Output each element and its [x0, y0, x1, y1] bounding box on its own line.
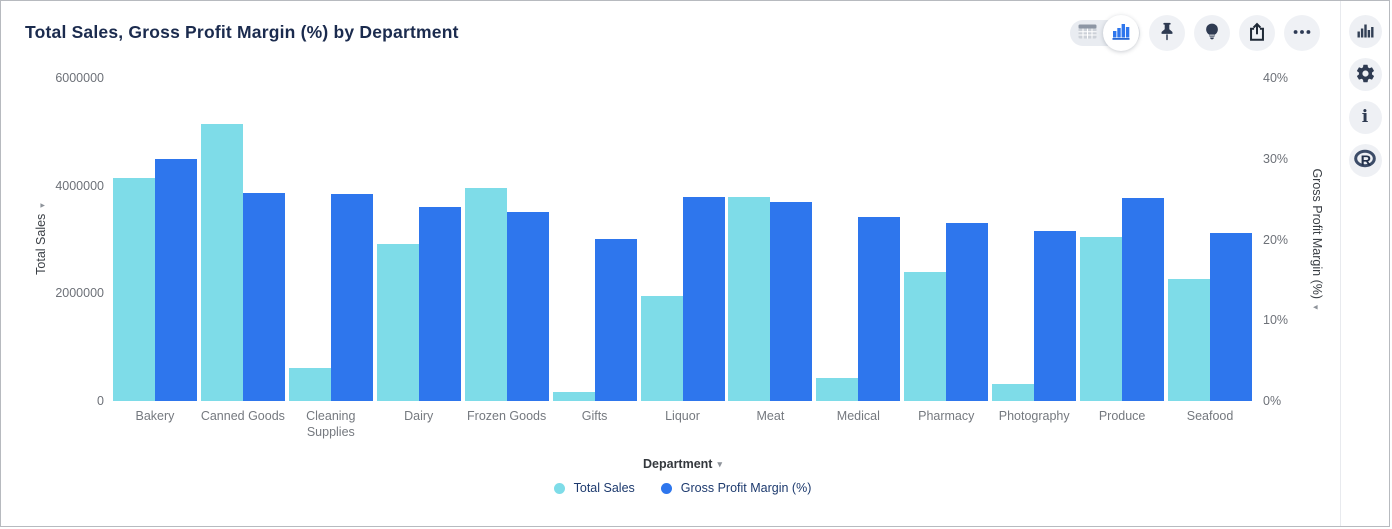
export-icon [1246, 21, 1268, 46]
table-view-button[interactable] [1071, 20, 1103, 46]
x-axis-label-medical: Medical [836, 409, 880, 423]
export-button[interactable] [1239, 15, 1275, 51]
more-options-button[interactable] [1284, 15, 1320, 51]
widget-sidebar: i R [1340, 1, 1389, 526]
bar-total-sales-photography[interactable] [992, 383, 1035, 401]
x-axis-label-frozen-goods: Frozen Goods [467, 409, 547, 423]
legend-item-total-sales[interactable]: Total Sales [553, 481, 635, 495]
x-axis-title[interactable]: Department ▾ [643, 457, 722, 471]
legend: Total Sales Gross Profit Margin (%) [111, 481, 1254, 495]
x-axis-label-liquor: Liquor [665, 409, 700, 423]
bar-total-sales-produce[interactable] [1080, 236, 1123, 401]
x-axis-label-canned-goods: Canned Goods [200, 409, 285, 423]
info-button[interactable]: i [1348, 101, 1382, 134]
bar-total-sales-gifts[interactable] [552, 391, 595, 401]
bar-gross-profit-margin-medical[interactable] [858, 216, 901, 401]
x-axis-label-meat: Meat [756, 409, 785, 423]
chart-view-button[interactable] [1103, 15, 1139, 51]
x-axis-label-seafood: Seafood [1186, 409, 1234, 423]
r-logo-button[interactable]: R [1348, 144, 1382, 177]
x-axis-label-bakery: Bakery [135, 409, 175, 423]
bar-gross-profit-margin-cleaning-supplies[interactable] [330, 194, 373, 401]
view-toggle [1070, 15, 1140, 51]
settings-button[interactable] [1348, 58, 1382, 91]
chart-view-icon [1112, 23, 1130, 43]
bar-total-sales-frozen-goods[interactable] [464, 187, 507, 401]
legend-dot [660, 482, 672, 494]
legend-label: Total Sales [573, 481, 635, 495]
bar-gross-profit-margin-seafood[interactable] [1210, 233, 1253, 401]
bar-total-sales-pharmacy[interactable] [904, 271, 947, 401]
chart-type-button[interactable] [1348, 15, 1382, 48]
y-axis-tick-right: 20% [1263, 232, 1289, 247]
bar-gross-profit-margin-canned-goods[interactable] [242, 192, 285, 401]
bar-gross-profit-margin-dairy[interactable] [418, 207, 461, 401]
bar-total-sales-medical[interactable] [816, 377, 859, 401]
pin-button[interactable] [1149, 15, 1185, 51]
chart-plot-area: Total Sales▾ Gross Profit Margin (%)▾ 60… [1, 1, 1340, 526]
gear-icon [1355, 63, 1376, 87]
y-axis-tick-left: 0 [97, 394, 104, 408]
info-icon: i [1361, 107, 1369, 127]
chevron-down-icon: ▾ [717, 458, 722, 469]
chart-toolbar [1070, 14, 1320, 52]
y-axis-tick-right: 0% [1263, 394, 1282, 408]
legend-label: Gross Profit Margin (%) [680, 481, 812, 495]
table-view-icon [1078, 24, 1097, 42]
x-axis-label-pharmacy: Pharmacy [918, 409, 975, 423]
y-axis-tick-right: 40% [1263, 71, 1289, 85]
bar-chart-icon [1357, 23, 1374, 41]
ellipsis-icon [1291, 21, 1313, 46]
axis-caret-icon: ▾ [37, 203, 47, 208]
y-axis-tick-right: 30% [1263, 151, 1289, 166]
bar-total-sales-liquor[interactable] [640, 296, 683, 401]
legend-item-gross-profit-margin[interactable]: Gross Profit Margin (%) [660, 481, 812, 495]
insights-button[interactable] [1194, 15, 1230, 51]
r-logo-icon: R [1353, 148, 1377, 173]
svg-text:R: R [1361, 154, 1372, 170]
x-axis-label-gifts: Gifts [581, 409, 608, 423]
bar-total-sales-canned-goods[interactable] [200, 123, 243, 401]
bar-total-sales-meat[interactable] [728, 196, 771, 401]
x-axis-label-produce: Produce [1098, 409, 1146, 423]
x-axis-label-cleaning-supplies: Cleaning Supplies [306, 409, 356, 439]
bar-total-sales-dairy[interactable] [376, 243, 419, 401]
y-axis-tick-left: 4000000 [55, 178, 104, 193]
bar-gross-profit-margin-photography[interactable] [1034, 230, 1077, 401]
bar-gross-profit-margin-bakery[interactable] [154, 158, 197, 401]
bar-gross-profit-margin-produce[interactable] [1122, 198, 1165, 401]
bar-gross-profit-margin-liquor[interactable] [682, 196, 725, 401]
legend-dot [553, 482, 565, 494]
x-axis-label-photography: Photography [998, 409, 1070, 423]
bar-total-sales-bakery[interactable] [112, 178, 155, 401]
chart-card: Total Sales, Gross Profit Margin (%) by … [1, 1, 1340, 526]
y-axis-tick-left: 6000000 [55, 71, 104, 85]
bar-gross-profit-margin-meat[interactable] [770, 201, 813, 401]
bar-total-sales-cleaning-supplies[interactable] [288, 368, 331, 401]
y-axis-tick-left: 2000000 [55, 286, 104, 301]
axis-caret-icon: ▾ [1311, 305, 1321, 310]
bar-gross-profit-margin-frozen-goods[interactable] [506, 212, 549, 401]
y-axis-title-right[interactable]: Gross Profit Margin (%)▾ [1310, 168, 1324, 310]
bar-gross-profit-margin-pharmacy[interactable] [946, 223, 989, 401]
page-title: Total Sales, Gross Profit Margin (%) by … [25, 22, 459, 42]
x-axis-label-dairy: Dairy [404, 409, 434, 423]
pin-icon [1156, 21, 1178, 46]
y-axis-tick-right: 10% [1263, 313, 1289, 328]
bar-total-sales-seafood[interactable] [1168, 278, 1211, 401]
lightbulb-icon [1201, 21, 1223, 46]
y-axis-title-left[interactable]: Total Sales▾ [34, 203, 48, 275]
bar-gross-profit-margin-gifts[interactable] [594, 238, 637, 401]
